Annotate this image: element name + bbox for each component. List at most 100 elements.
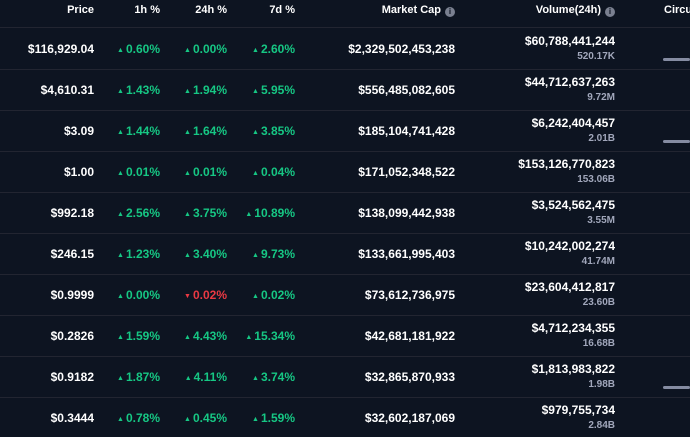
7d-change-cell: ▲ 3.85% <box>252 111 295 151</box>
market-cap-cell: $185,104,741,428 <box>358 124 455 138</box>
7d-change-cell-value: 0.02% <box>260 288 295 302</box>
24h-change-cell-value: 0.45% <box>192 411 227 425</box>
1h-change-cell-value: 1.87% <box>125 370 160 384</box>
1h-change-cell: ▲ 1.43% <box>117 70 160 110</box>
info-icon[interactable]: i <box>605 7 615 17</box>
volume-usd-cell[interactable]: $1,813,983,822 <box>531 362 615 376</box>
caret-up-icon: ▲ <box>252 47 259 54</box>
table-row[interactable]: $4,610.31 ▲ 1.43% ▲ 1.94% ▲ 5.95% $556,485,082,… <box>0 70 690 111</box>
24h-change-header[interactable]: 24h % <box>195 0 227 20</box>
volume-usd-cell[interactable]: $6,242,404,457 <box>531 116 615 130</box>
caret-down-icon: ▼ <box>184 293 191 300</box>
1h-change-cell: ▲ 1.87% <box>117 357 160 397</box>
1h-change-cell-value: 1.43% <box>125 83 160 97</box>
1h-change-cell-value: 1.59% <box>125 329 160 343</box>
table-row[interactable]: $1.00 ▲ 0.01% ▲ 0.01% ▲ 0.04% $171,052,348,522 $… <box>0 152 690 193</box>
24h-change-cell-value: 3.40% <box>192 247 227 261</box>
7d-change-cell: ▲ 9.73% <box>252 234 295 274</box>
7d-change-cell: ▲ 0.02% <box>252 275 295 315</box>
caret-up-icon: ▲ <box>252 129 259 136</box>
caret-up-icon: ▲ <box>184 88 191 95</box>
caret-up-icon: ▲ <box>117 170 124 177</box>
caret-up-icon: ▲ <box>117 129 124 136</box>
market-cap-cell: $32,865,870,933 <box>364 370 455 384</box>
7d-change-cell-value: 1.59% <box>260 411 295 425</box>
table-row[interactable]: $116,929.04 ▲ 0.60% ▲ 0.00% ▲ 2.60% $2,329,502,… <box>0 29 690 70</box>
caret-up-icon: ▲ <box>117 88 124 95</box>
7d-change-cell: ▲ 5.95% <box>252 70 295 110</box>
7d-change-cell-value: 3.74% <box>260 370 295 384</box>
volume-header-label: Volume(24h) <box>535 4 601 16</box>
volume-header[interactable]: Volume(24h) i <box>536 0 615 20</box>
24h-change-cell: ▲ 4.43% <box>184 316 227 356</box>
24h-change-cell-value: 1.64% <box>192 124 227 138</box>
volume-usd-cell[interactable]: $4,712,234,355 <box>531 321 615 335</box>
volume-native-cell: 520.17K <box>577 51 615 62</box>
table-row[interactable]: $0.9999 ▲ 0.00% ▼ 0.02% ▲ 0.02% $73,612,736,975… <box>0 275 690 316</box>
caret-up-icon: ▲ <box>117 252 124 259</box>
1h-change-cell: ▲ 0.78% <box>117 398 160 437</box>
1h-change-cell-value: 1.23% <box>125 247 160 261</box>
volume-usd-cell[interactable]: $3,524,562,475 <box>531 198 615 212</box>
info-icon[interactable]: i <box>445 7 455 17</box>
7d-change-header[interactable]: 7d % <box>269 0 295 20</box>
1h-header-label: 1h % <box>134 4 160 16</box>
volume-native-cell: 3.55M <box>587 215 615 226</box>
caret-up-icon: ▲ <box>117 211 124 218</box>
volume-usd-cell[interactable]: $10,242,002,274 <box>524 239 615 253</box>
market-cap-cell: $556,485,082,605 <box>358 83 455 97</box>
caret-up-icon: ▲ <box>117 416 124 423</box>
7d-change-cell: ▲ 0.04% <box>252 152 295 192</box>
volume-usd-cell[interactable]: $60,788,441,244 <box>524 34 615 48</box>
caret-up-icon: ▲ <box>184 170 191 177</box>
circulating-supply-bar <box>663 58 690 61</box>
volume-usd-cell[interactable]: $979,755,734 <box>541 403 615 417</box>
volume-native-cell: 41.74M <box>581 256 615 267</box>
1h-change-header[interactable]: 1h % <box>134 0 160 20</box>
24h-change-cell: ▼ 0.02% <box>184 275 227 315</box>
24h-change-cell-value: 4.11% <box>193 370 227 384</box>
table-row[interactable]: $0.3444 ▲ 0.78% ▲ 0.45% ▲ 1.59% $32,602,187,069… <box>0 398 690 437</box>
7d-change-cell: ▲ 1.59% <box>252 398 295 437</box>
caret-up-icon: ▲ <box>117 293 124 300</box>
circulating-supply-bar <box>663 386 690 389</box>
caret-up-icon: ▲ <box>252 293 259 300</box>
table-row[interactable]: $3.09 ▲ 1.44% ▲ 1.64% ▲ 3.85% $185,104,741,428 $… <box>0 111 690 152</box>
table-row[interactable]: $0.2826 ▲ 1.59% ▲ 4.43% ▲ 15.34% $42,681,181,92… <box>0 316 690 357</box>
market-cap-header[interactable]: Market Cap i <box>382 0 455 20</box>
7d-change-cell: ▲ 3.74% <box>252 357 295 397</box>
price-header[interactable]: Price <box>67 0 94 20</box>
24h-change-cell-value: 0.00% <box>192 42 227 56</box>
price-cell: $116,929.04 <box>27 42 94 56</box>
price-cell: $0.9182 <box>50 370 94 384</box>
circulating-supply-header[interactable]: Circu <box>664 0 690 20</box>
table-row[interactable]: $0.9182 ▲ 1.87% ▲ 4.11% ▲ 3.74% $32,865,870,933… <box>0 357 690 398</box>
1h-change-cell-value: 2.56% <box>125 206 160 220</box>
24h-change-cell-value: 0.01% <box>192 165 227 179</box>
7d-change-cell-value: 10.89% <box>254 206 295 220</box>
24h-change-cell: ▲ 3.75% <box>184 193 227 233</box>
1h-change-cell-value: 0.78% <box>125 411 160 425</box>
volume-usd-cell[interactable]: $153,126,770,823 <box>518 157 615 171</box>
24h-change-cell: ▲ 0.00% <box>184 29 227 69</box>
caret-up-icon: ▲ <box>252 170 259 177</box>
24h-change-cell-value: 0.02% <box>192 288 227 302</box>
volume-usd-cell[interactable]: $44,712,637,263 <box>524 75 615 89</box>
volume-native-cell: 2.84B <box>588 420 615 431</box>
table-row[interactable]: $246.15 ▲ 1.23% ▲ 3.40% ▲ 9.73% $133,661,995,40… <box>0 234 690 275</box>
price-header-label: Price <box>67 4 94 16</box>
volume-native-cell: 153.06B <box>577 174 615 185</box>
table-row[interactable]: $992.18 ▲ 2.56% ▲ 3.75% ▲ 10.89% $138,099,442,9… <box>0 193 690 234</box>
volume-usd-cell[interactable]: $23,604,412,817 <box>524 280 615 294</box>
caret-up-icon: ▲ <box>117 47 124 54</box>
7d-change-cell: ▲ 10.89% <box>245 193 295 233</box>
volume-native-cell: 1.98B <box>588 379 615 390</box>
caret-up-icon: ▲ <box>245 211 253 218</box>
market-cap-header-label: Market Cap <box>381 4 441 16</box>
caret-up-icon: ▲ <box>252 416 259 423</box>
caret-up-icon: ▲ <box>252 375 259 382</box>
price-cell: $4,610.31 <box>40 83 94 97</box>
24h-change-cell-value: 3.75% <box>192 206 227 220</box>
table-header: Price 1h % 24h % 7d % Market Cap i Volume… <box>0 0 690 28</box>
